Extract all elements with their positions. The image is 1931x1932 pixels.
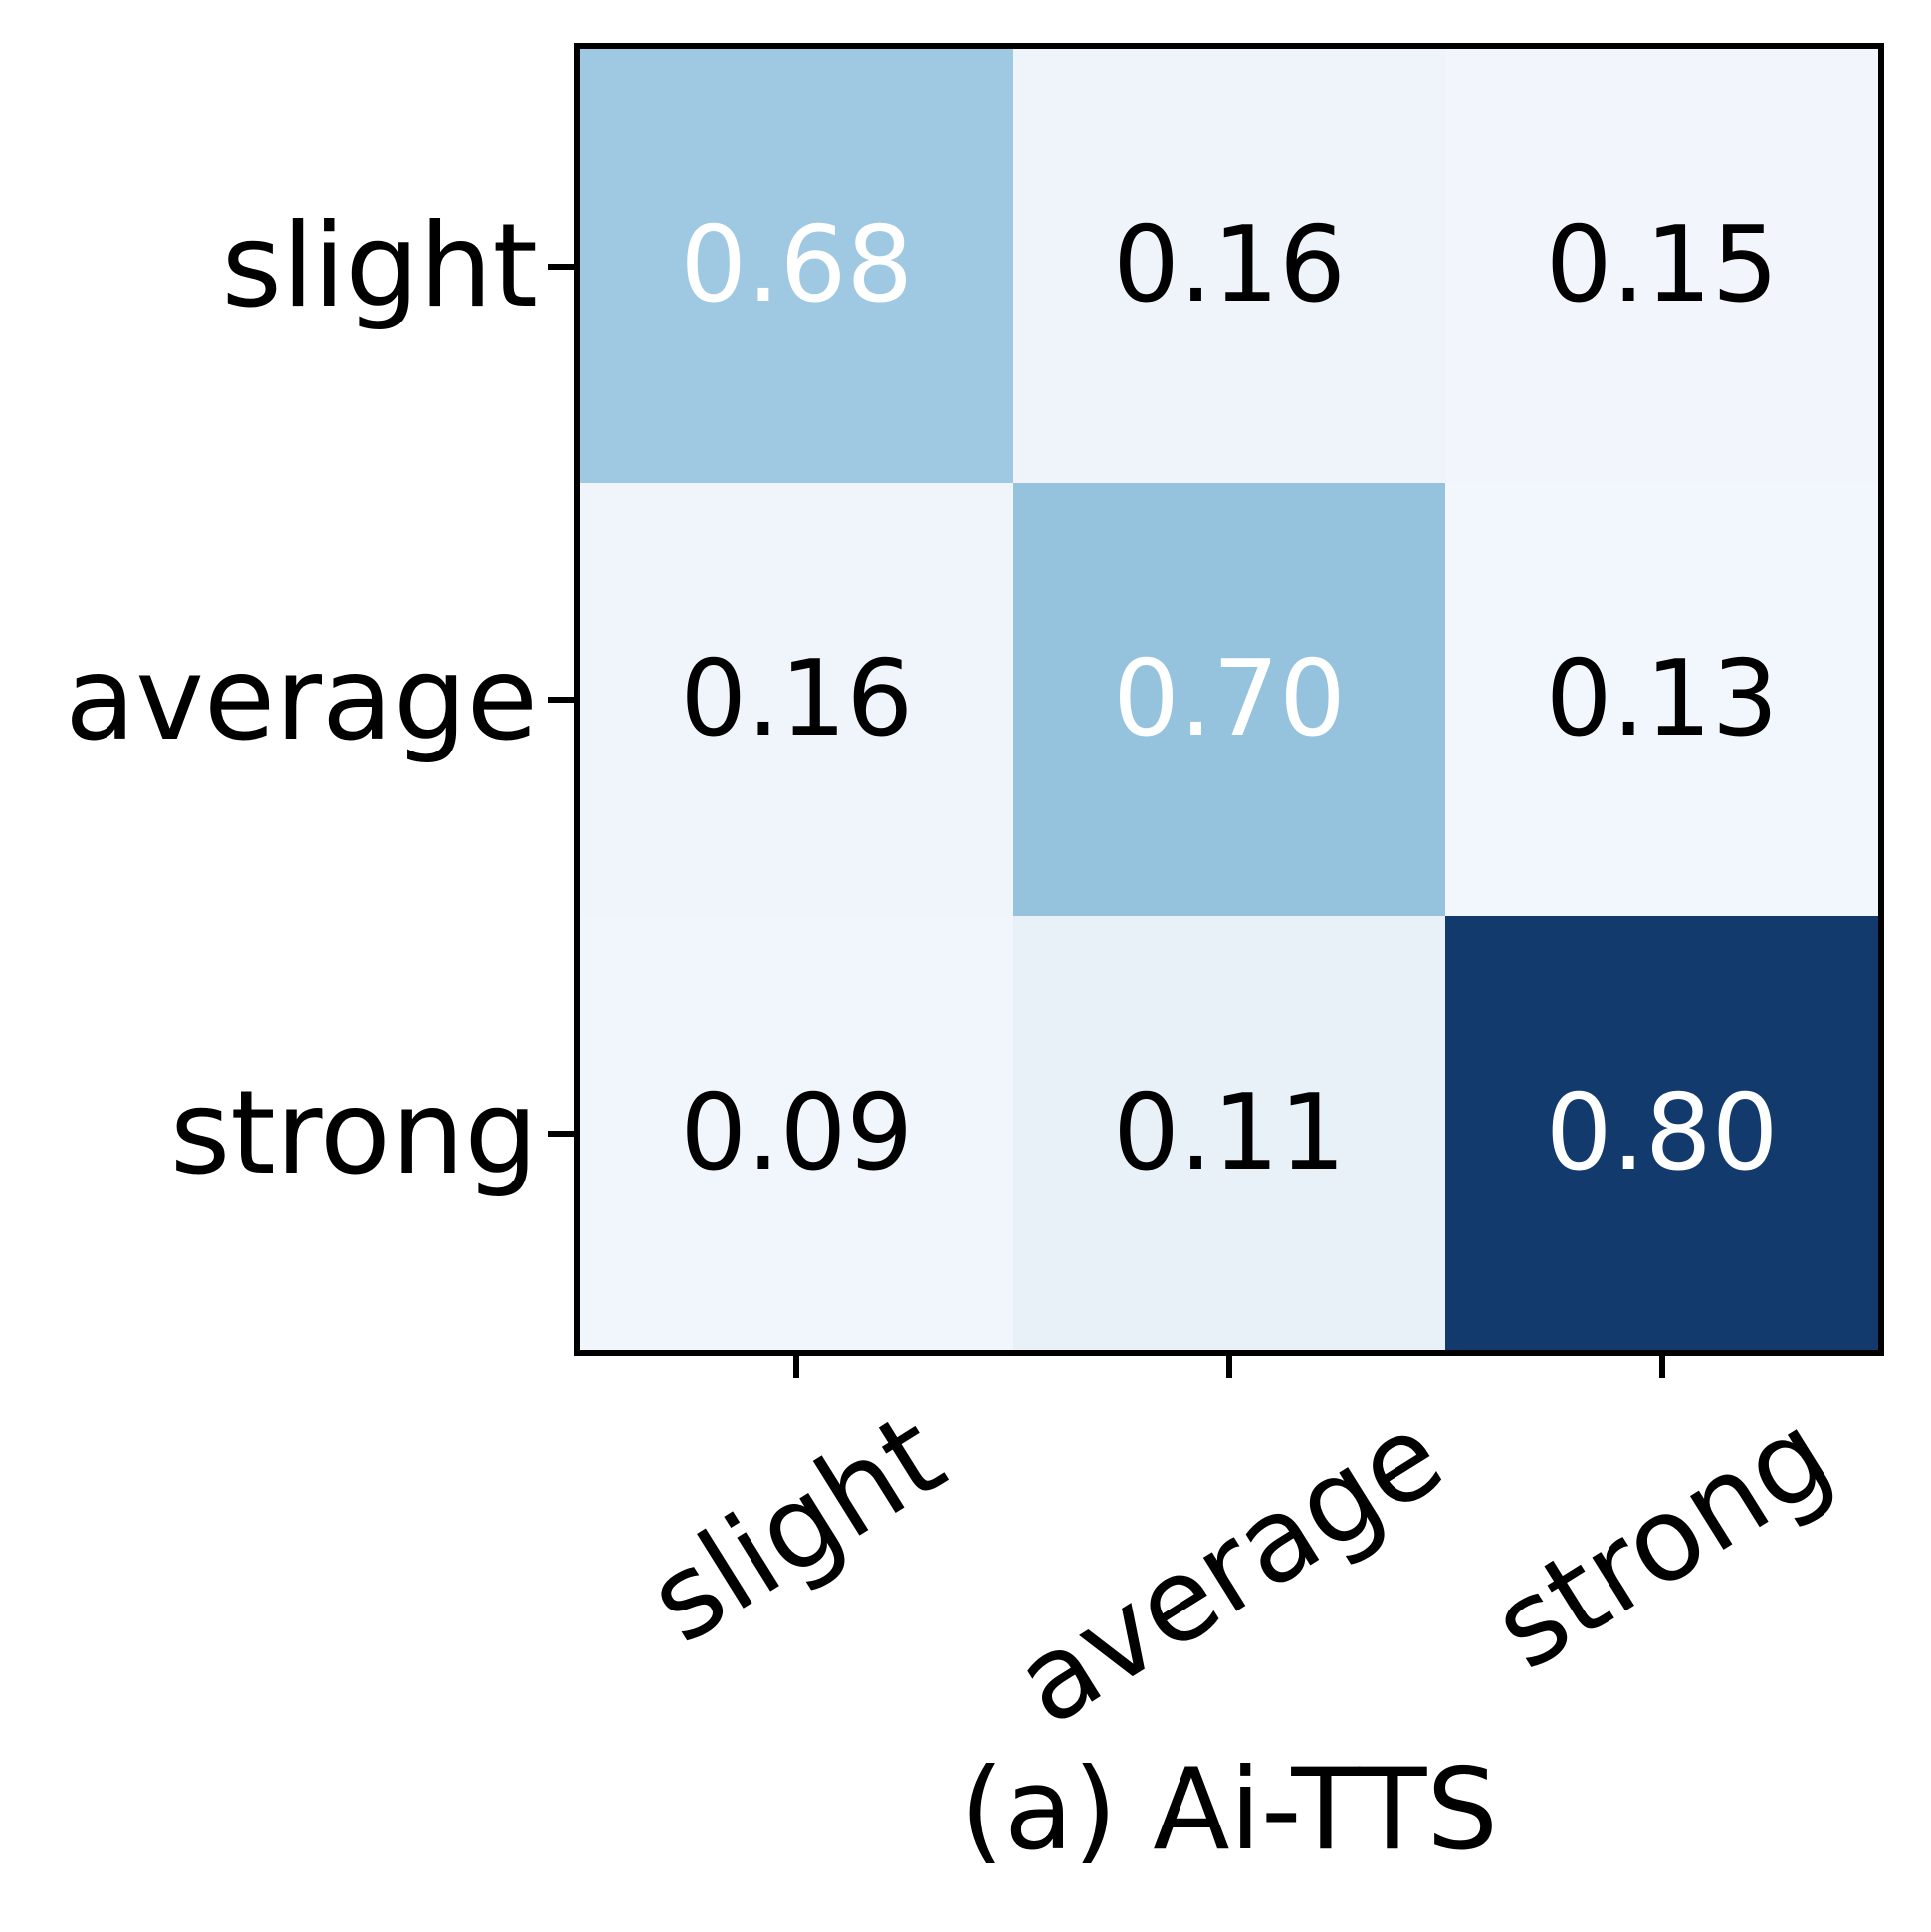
heatmap-plot: 0.68 0.16 0.15 0.16 0.70 0.13 0.09 0.11 0.80 [574, 43, 1884, 1356]
x-tick-label-slight: slight [626, 1388, 966, 1669]
y-tick-mark [548, 264, 575, 270]
y-tick-mark [548, 1131, 575, 1137]
y-tick-label-strong: strong [169, 1066, 537, 1200]
heatmap-cell-strong-strong: 0.80 [1445, 916, 1878, 1350]
heatmap-cell-average-strong: 0.13 [1445, 482, 1878, 917]
heatmap-cell-slight-slight: 0.68 [580, 49, 1013, 483]
subplot-caption: (a) Ai-TTS [960, 1744, 1499, 1875]
x-tick-mark [793, 1354, 799, 1378]
heatmap-cell-slight-average: 0.16 [1012, 49, 1446, 483]
x-tick-label-average: average [992, 1388, 1466, 1753]
heatmap-cell-slight-strong: 0.15 [1445, 49, 1878, 483]
y-tick-label-average: average [65, 632, 537, 766]
heatmap-cell-average-slight: 0.16 [580, 482, 1013, 917]
heatmap-cell-average-average: 0.70 [1012, 482, 1446, 917]
y-tick-mark [548, 697, 575, 703]
x-tick-mark [1226, 1354, 1232, 1378]
y-tick-label-slight: slight [221, 199, 537, 333]
heatmap-cell-strong-slight: 0.09 [580, 916, 1013, 1350]
x-tick-label-strong: strong [1470, 1388, 1854, 1697]
heatmap-cell-strong-average: 0.11 [1012, 916, 1446, 1350]
x-tick-mark [1659, 1354, 1665, 1378]
